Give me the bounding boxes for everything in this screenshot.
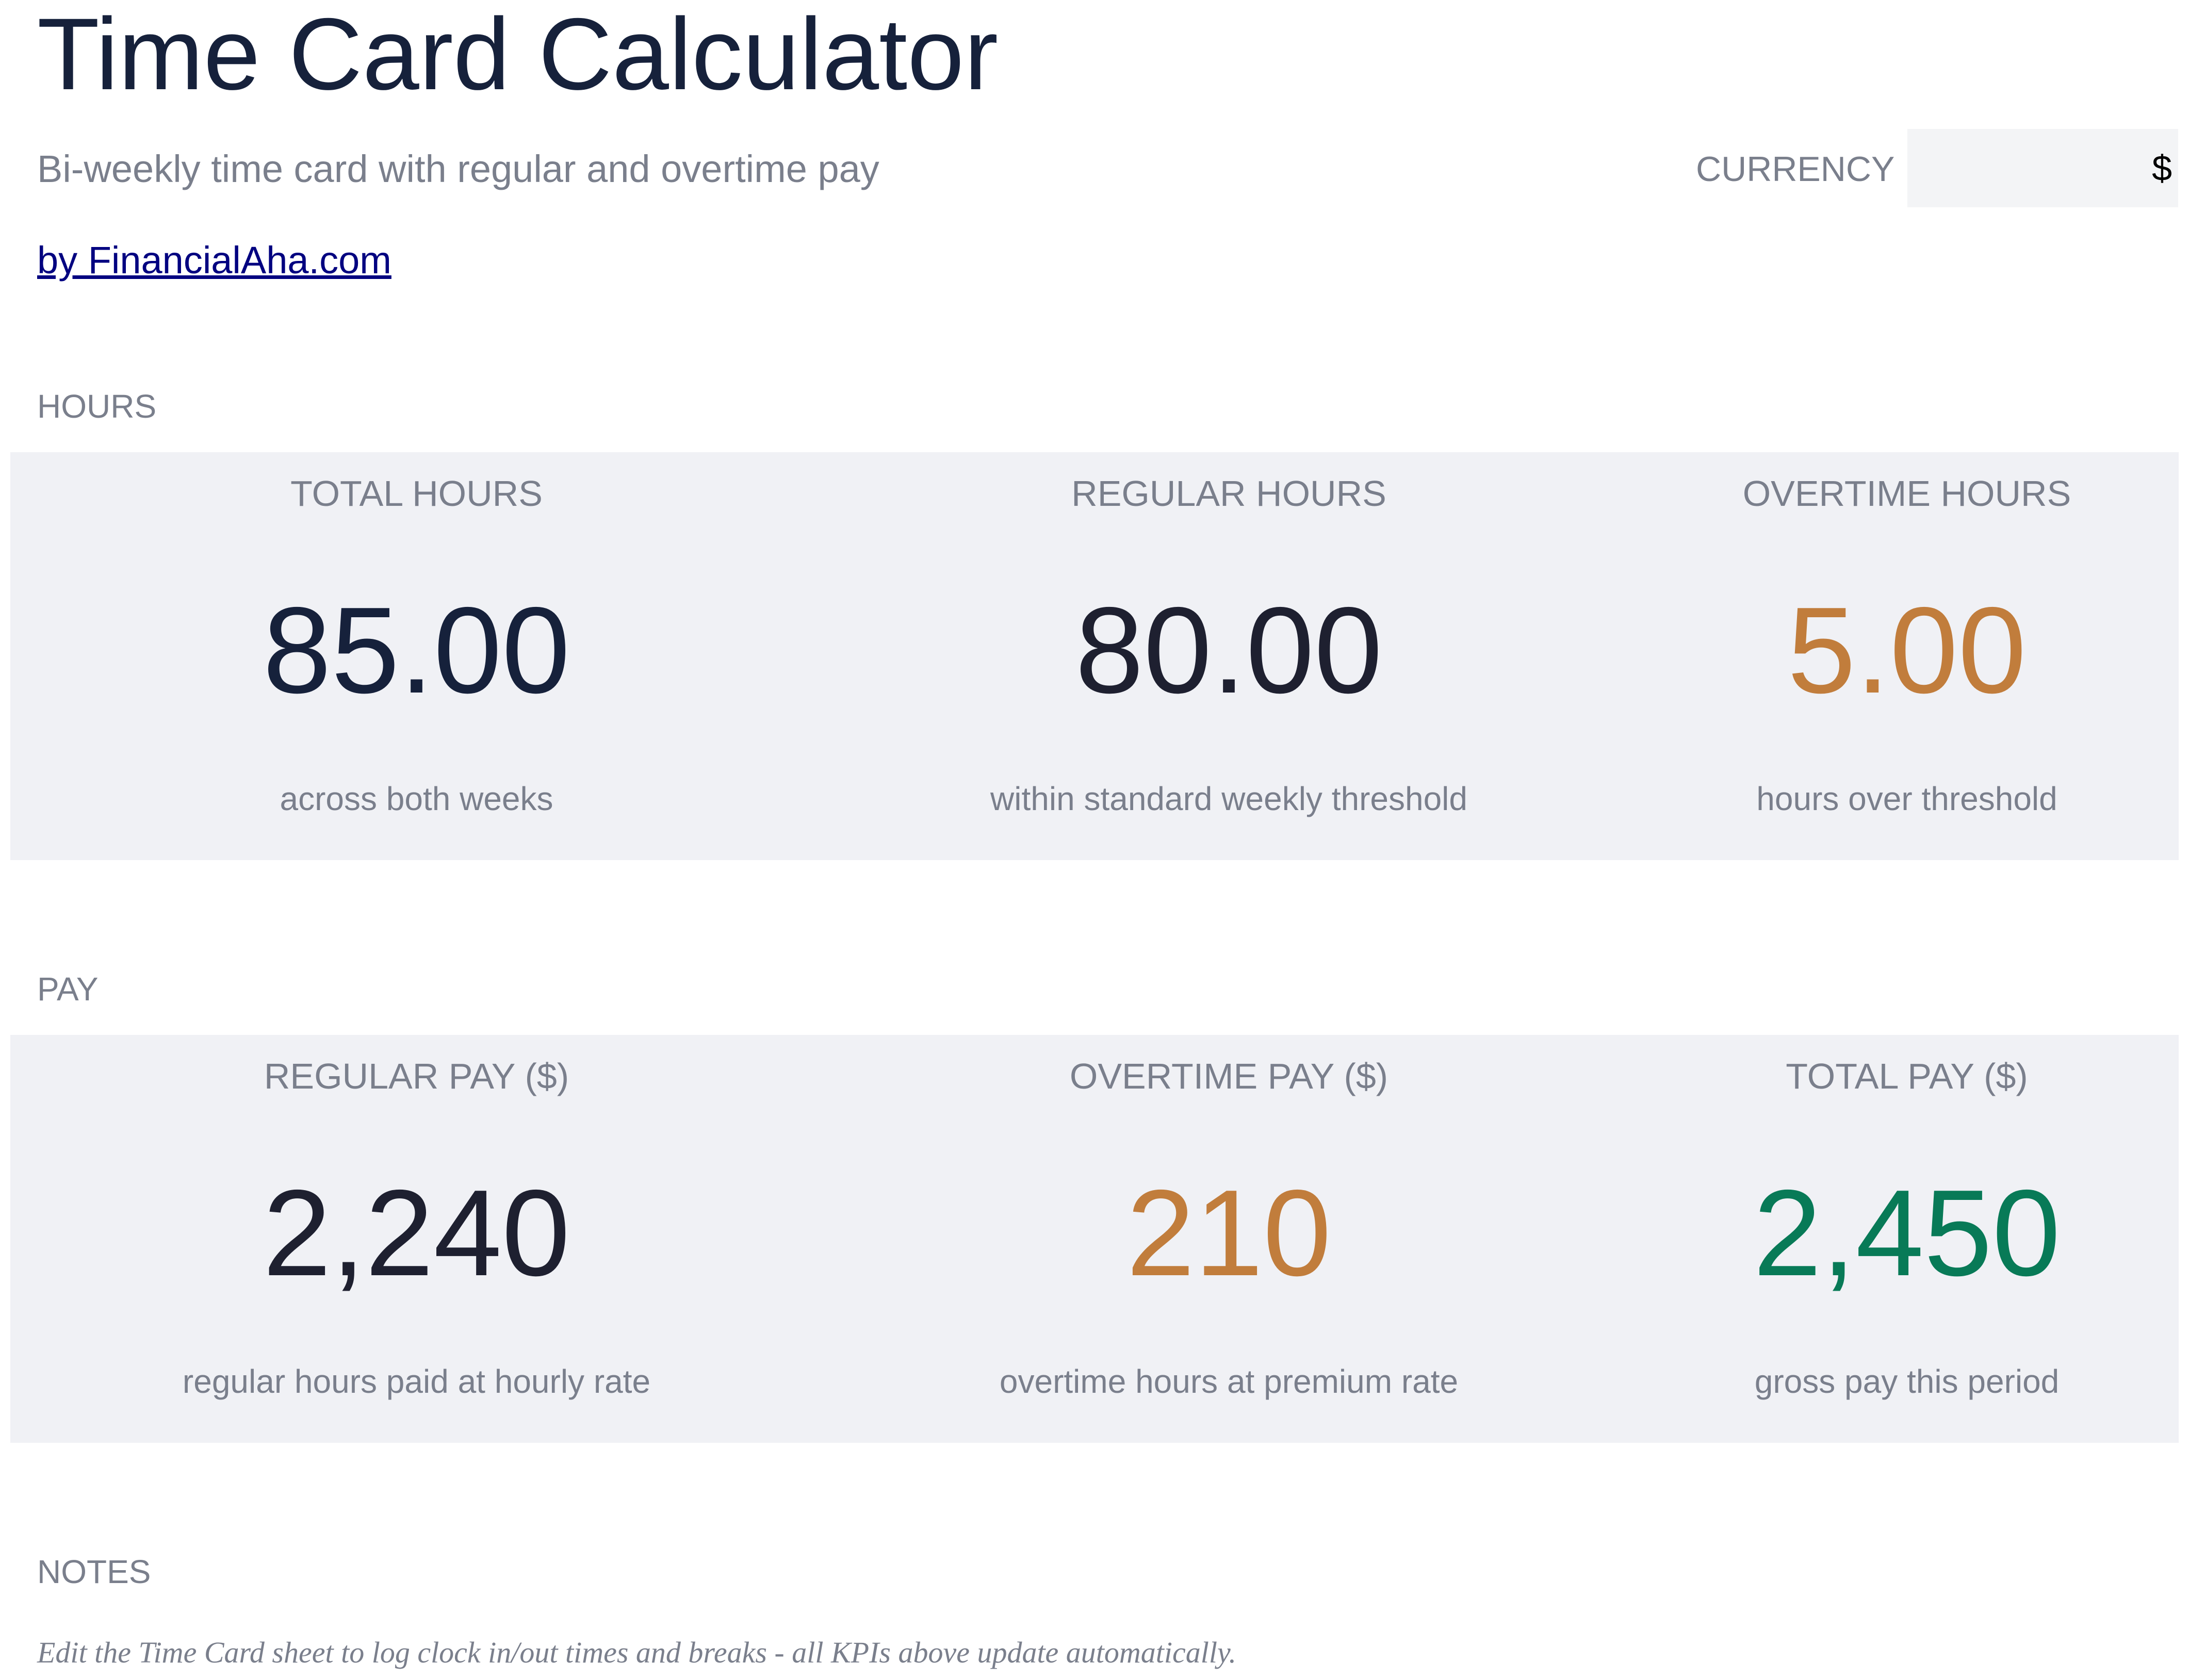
- kpi-total-pay: TOTAL PAY ($) 2,450 gross pay this perio…: [1635, 1035, 2179, 1443]
- kpi-regular-hours: REGULAR HOURS 80.00 within standard week…: [823, 452, 1635, 860]
- notes-text: Edit the Time Card sheet to log clock in…: [37, 1636, 1237, 1669]
- kpi-label: REGULAR PAY ($): [264, 1056, 569, 1096]
- kpi-subtext: overtime hours at premium rate: [999, 1363, 1459, 1400]
- kpi-value: 2,450: [1753, 1165, 2061, 1302]
- currency-input[interactable]: [1907, 129, 2178, 207]
- kpi-value: 5.00: [1787, 582, 2027, 719]
- kpi-value: 85.00: [263, 582, 570, 719]
- kpi-label: OVERTIME PAY ($): [1069, 1056, 1388, 1096]
- notes-section-label: NOTES: [37, 1553, 151, 1590]
- kpi-value: 2,240: [263, 1165, 570, 1302]
- kpi-subtext: hours over threshold: [1756, 780, 2057, 817]
- pay-panel: REGULAR PAY ($) 2,240 regular hours paid…: [10, 1035, 2179, 1443]
- kpi-overtime-hours: OVERTIME HOURS 5.00 hours over threshold: [1635, 452, 2179, 860]
- kpi-regular-pay: REGULAR PAY ($) 2,240 regular hours paid…: [10, 1035, 823, 1443]
- kpi-total-hours: TOTAL HOURS 85.00 across both weeks: [10, 452, 823, 860]
- kpi-label: TOTAL HOURS: [290, 473, 543, 514]
- kpi-label: REGULAR HOURS: [1071, 473, 1386, 514]
- pay-section-label: PAY: [37, 970, 99, 1008]
- kpi-overtime-pay: OVERTIME PAY ($) 210 overtime hours at p…: [823, 1035, 1635, 1443]
- currency-label: CURRENCY: [1696, 150, 1895, 189]
- page-title: Time Card Calculator: [37, 0, 999, 111]
- kpi-value: 210: [1126, 1165, 1332, 1302]
- page-subtitle: Bi-weekly time card with regular and ove…: [37, 147, 879, 190]
- kpi-label: TOTAL PAY ($): [1786, 1056, 2028, 1096]
- hours-panel: TOTAL HOURS 85.00 across both weeks REGU…: [10, 452, 2179, 860]
- kpi-subtext: gross pay this period: [1754, 1363, 2060, 1400]
- kpi-label: OVERTIME HOURS: [1742, 473, 2071, 514]
- kpi-subtext: within standard weekly threshold: [990, 780, 1467, 817]
- kpi-subtext: across both weeks: [280, 780, 553, 817]
- kpi-subtext: regular hours paid at hourly rate: [182, 1363, 651, 1400]
- hours-section-label: HOURS: [37, 388, 157, 425]
- byline-link[interactable]: by FinancialAha.com: [37, 239, 391, 282]
- kpi-value: 80.00: [1075, 582, 1383, 719]
